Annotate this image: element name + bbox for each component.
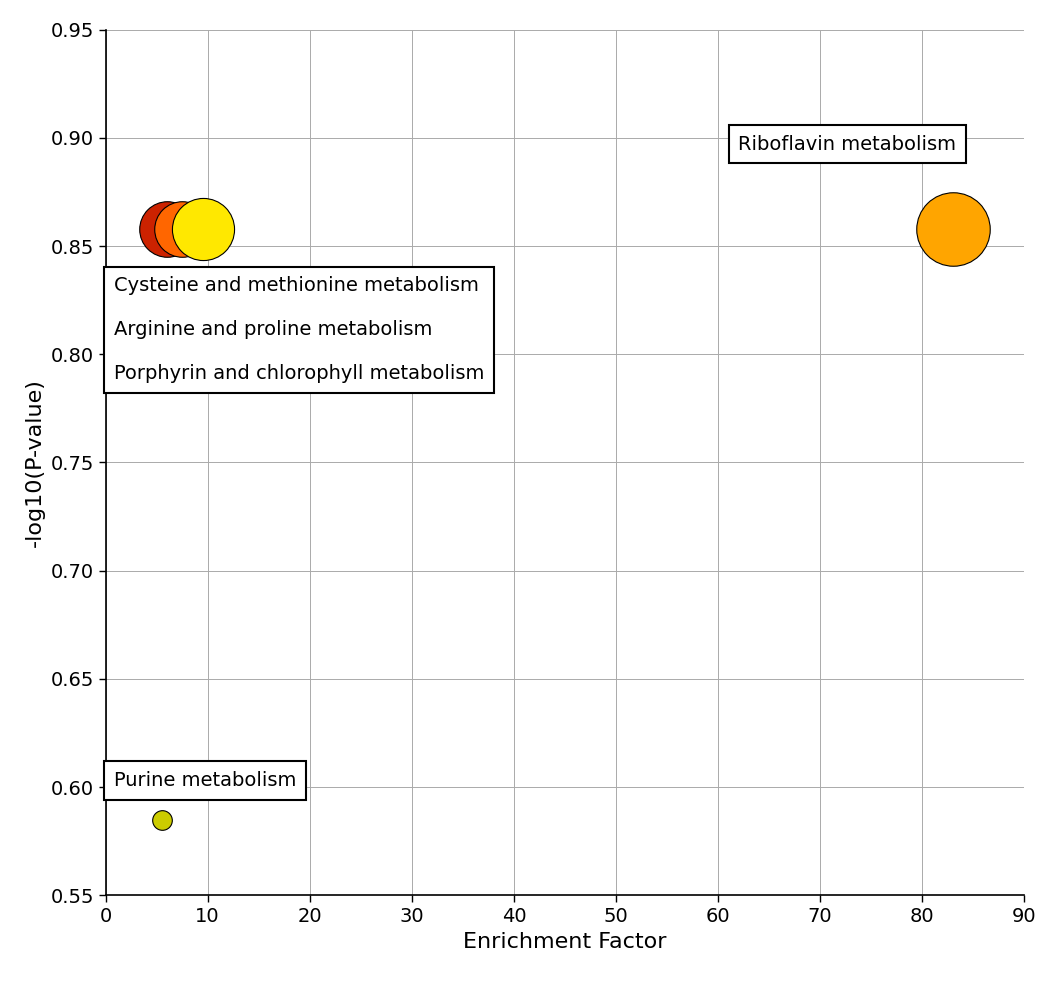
Y-axis label: -log10(P-value): -log10(P-value) — [24, 378, 44, 547]
Point — [158, 220, 175, 236]
Text: Purine metabolism: Purine metabolism — [114, 771, 296, 790]
Point — [153, 812, 170, 828]
Point — [944, 220, 961, 236]
Point — [194, 220, 211, 236]
Text: Riboflavin metabolism: Riboflavin metabolism — [738, 135, 957, 154]
Text: Cysteine and methionine metabolism

Arginine and proline metabolism

Porphyrin a: Cysteine and methionine metabolism Argin… — [114, 277, 484, 384]
Point — [174, 220, 191, 236]
X-axis label: Enrichment Factor: Enrichment Factor — [464, 932, 666, 952]
